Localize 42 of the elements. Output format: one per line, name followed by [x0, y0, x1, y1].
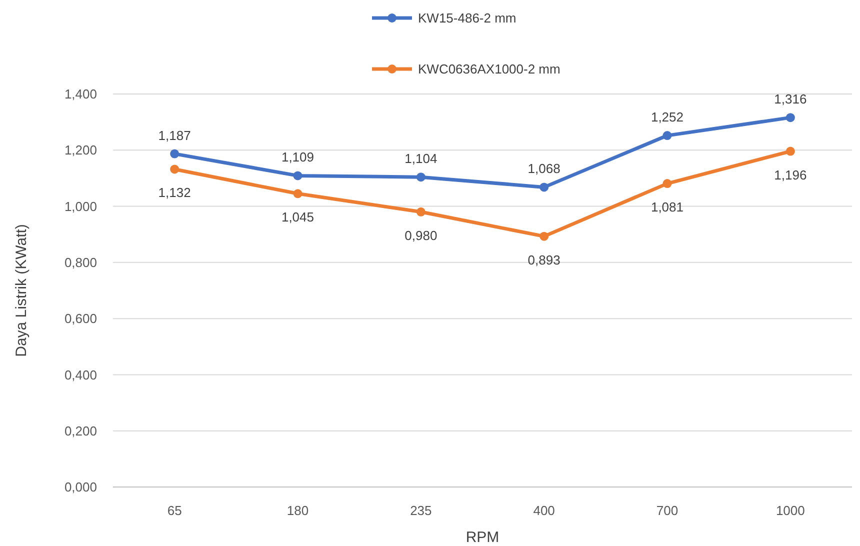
y-tick-label: 1,000 — [64, 198, 97, 214]
data-label: 1,109 — [281, 150, 314, 165]
x-tick-label: 1000 — [776, 503, 805, 518]
point — [416, 207, 426, 216]
point — [540, 182, 549, 192]
x-tick-label: 180 — [286, 503, 309, 518]
point — [293, 171, 302, 180]
y-tick-label: 0,000 — [64, 480, 97, 495]
y-tick-label: 0,400 — [64, 367, 97, 382]
point — [662, 131, 672, 140]
point — [416, 172, 426, 182]
data-label: 0,893 — [528, 252, 560, 268]
y-tick-label: 1,400 — [64, 86, 97, 102]
legend-label: KW15-486-2 mm — [418, 10, 516, 26]
x-axis-title: RPM — [466, 529, 500, 546]
point — [786, 146, 795, 156]
y-tick-label: 1,200 — [64, 142, 97, 158]
point — [293, 189, 302, 198]
legend-label: KWC0636AX1000-2 mm — [418, 62, 560, 77]
data-label: 0,980 — [404, 228, 438, 243]
point — [786, 113, 795, 122]
data-label: 1,104 — [404, 151, 438, 166]
y-axis-title: Daya Listrik (KWatt) — [13, 224, 30, 357]
x-tick-label: 235 — [410, 503, 432, 518]
x-tick-label: 65 — [167, 503, 182, 518]
data-label: 1,045 — [281, 210, 314, 225]
x-tick-label: 400 — [533, 503, 555, 518]
point — [170, 149, 180, 158]
point — [662, 179, 672, 188]
y-tick-label: 0,800 — [64, 254, 97, 270]
y-tick-label: 0,200 — [64, 423, 97, 438]
point — [170, 164, 180, 174]
data-label: 1,081 — [650, 200, 684, 215]
point — [540, 232, 549, 241]
data-label: 1,252 — [650, 110, 684, 125]
y-tick-label: 0,600 — [64, 311, 97, 326]
data-label: 1,132 — [158, 185, 191, 200]
data-label: 1,316 — [774, 92, 807, 107]
x-tick-label: 700 — [656, 503, 678, 518]
data-label: 1,196 — [774, 167, 807, 182]
data-label: 1,187 — [158, 128, 191, 143]
data-label: 1,068 — [528, 161, 560, 176]
